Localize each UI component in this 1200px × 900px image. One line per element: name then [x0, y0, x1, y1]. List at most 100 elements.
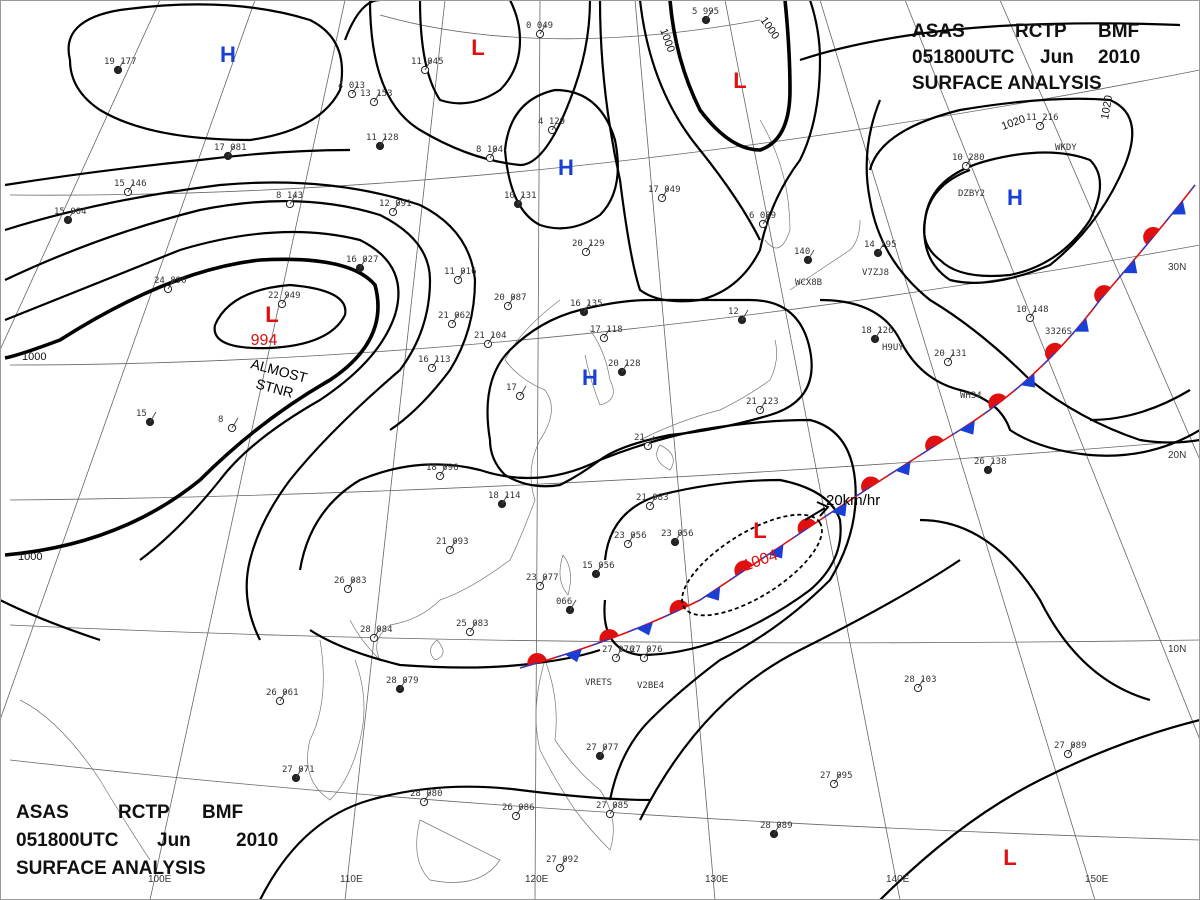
wind-barb [519, 385, 527, 397]
station-reading: 27 077 [586, 743, 619, 753]
station-reading: 27 071 [282, 765, 315, 775]
warm-front-symbol [925, 435, 944, 451]
station-reading: 15 004 [54, 207, 87, 217]
longitude-label: 120E [525, 874, 549, 885]
station-plot: 11 016 [444, 267, 477, 285]
station-plot: 20 131 [934, 349, 967, 367]
station-reading: 18 114 [488, 491, 521, 501]
wind-barb [373, 91, 381, 103]
station-reading: 27 095 [820, 771, 853, 781]
station-plot: 11 216 [1026, 113, 1059, 131]
wind-barb [489, 147, 497, 159]
station-code: DZBY2 [958, 189, 985, 199]
isobar-low-west-inner [213, 283, 347, 350]
wind-barb [833, 773, 841, 785]
wind-barb [643, 647, 651, 659]
wind-barb [487, 333, 495, 345]
isobar-south-1 [0, 599, 101, 642]
station-reading: 8 [218, 415, 223, 425]
wind-barb [807, 249, 815, 261]
low-center: L [471, 35, 484, 60]
station-reading: 20 128 [608, 359, 641, 369]
station-reading: 26 138 [974, 457, 1007, 467]
wind-barb [295, 767, 303, 779]
station-reading: 21 093 [436, 537, 469, 547]
india-mainland [19, 699, 151, 861]
station-plot: 26 061 [266, 688, 299, 706]
station-plot: 21 [634, 433, 655, 451]
station-reading: 12 091 [379, 199, 412, 209]
wind-barb [392, 201, 400, 213]
wind-barb [874, 328, 882, 340]
station-code: 3326S [1045, 327, 1072, 337]
warm-front-symbol [797, 518, 816, 534]
title-product: SURFACE ANALYSIS [16, 858, 206, 879]
hokkaido-kuril [789, 219, 861, 291]
hainan [430, 639, 444, 661]
cold-front-symbol [636, 621, 654, 636]
low-center: L [733, 68, 746, 93]
isobar-south-3 [639, 559, 961, 821]
station-plot: 27 077 [586, 743, 619, 761]
station-reading: 21 062 [438, 311, 471, 321]
title-station: RCTP [118, 802, 170, 823]
station-reading: 28 089 [760, 821, 793, 831]
wind-barb [451, 313, 459, 325]
cold-front-symbol [768, 544, 784, 559]
station-plot: 8 143 [276, 191, 303, 209]
japan-kyushu [656, 444, 674, 471]
station-reading: 23 056 [614, 531, 647, 541]
station-plot: 26 083 [334, 576, 367, 594]
wind-barb [965, 155, 973, 167]
isobar-west-3 [4, 181, 477, 431]
station-reading: 28 079 [386, 676, 419, 686]
taiwan [559, 554, 571, 596]
station-plot: 28 103 [904, 675, 937, 693]
high-center: H [220, 42, 236, 67]
station-plot: 15 004 [54, 207, 87, 225]
longitude-label: 150E [1085, 874, 1109, 885]
isobar-label: 1020 [1099, 94, 1115, 120]
station-codes: WKDY DZBY2 WCX8B V7ZJ8 H9UY 3326S VRETS … [585, 143, 1077, 691]
station-plot: 15 146 [114, 179, 147, 197]
station-plot: 21 123 [746, 397, 779, 415]
front-line-cold [519, 184, 1196, 669]
station-reading: 0 049 [526, 21, 553, 31]
isobar-south-east-2 [919, 518, 1151, 702]
japan-honshu [639, 339, 777, 441]
wind-barb [289, 193, 297, 205]
warm-front-symbol [1044, 342, 1062, 361]
station-plot: 18 096 [426, 463, 459, 481]
cold-front-symbol [895, 461, 911, 476]
station-reading: 11 045 [411, 57, 444, 67]
station-plot: 10 148 [1016, 305, 1049, 323]
wind-barb [649, 495, 657, 507]
parallel-20n [9, 439, 1200, 501]
cold-front-symbol [1020, 373, 1035, 388]
wind-barb [539, 575, 547, 587]
philippines [535, 659, 614, 851]
station-plot: 18 126 [861, 326, 894, 344]
warm-front-symbol [1143, 226, 1160, 245]
station-plot: 27 095 [820, 771, 853, 789]
wind-barb [469, 621, 477, 633]
station-plot: 12 [728, 307, 749, 325]
meridian-120e [534, 0, 541, 900]
parallel-40n [9, 69, 1200, 196]
isobar-west-4 [4, 148, 351, 187]
station-plot: 16 113 [418, 355, 451, 373]
meridian-140e [724, 0, 901, 900]
station-plot: 15 [136, 409, 157, 427]
title-agency: ASAS [912, 21, 965, 42]
station-reading: 25 083 [456, 619, 489, 629]
title-month: Jun [157, 830, 191, 851]
station-reading: 17 081 [214, 143, 247, 153]
station-plot: 0 049 [526, 21, 553, 39]
station-plot: 28 089 [760, 821, 793, 839]
station-reading: 8 143 [276, 191, 303, 201]
isobar-high-center [503, 88, 619, 230]
isobar-south-2 [259, 785, 651, 900]
wind-barb [773, 823, 781, 835]
wind-barb [583, 301, 591, 313]
